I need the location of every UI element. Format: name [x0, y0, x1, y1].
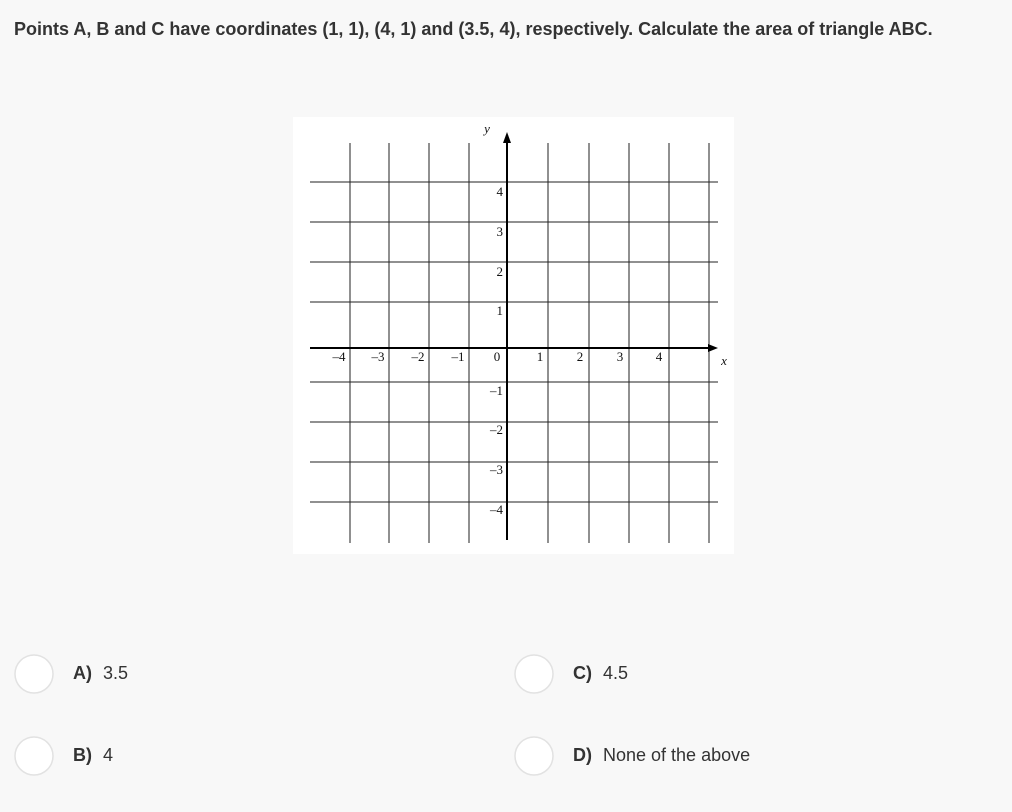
- option-text: 4: [103, 745, 113, 765]
- option-text: None of the above: [603, 745, 750, 765]
- option-text: 4.5: [603, 663, 628, 683]
- radio-button[interactable]: [14, 654, 54, 694]
- option[interactable]: B) 4: [14, 736, 113, 776]
- option-letter: B): [73, 745, 92, 765]
- x-tick-label: –3: [371, 349, 385, 364]
- option-letter: A): [73, 663, 92, 683]
- x-tick-label: 2: [577, 349, 584, 364]
- x-tick-label: 1: [537, 349, 544, 364]
- figure-background: [293, 117, 734, 554]
- origin-label: 0: [494, 349, 501, 364]
- y-axis-label: y: [482, 121, 490, 136]
- x-tick-label: –2: [411, 349, 425, 364]
- radio-button[interactable]: [514, 654, 554, 694]
- y-tick-label: –3: [489, 462, 503, 477]
- y-arrow: [503, 132, 511, 143]
- y-tick-label: 2: [497, 264, 504, 279]
- y-tick-label: –4: [489, 502, 504, 517]
- x-tick-label: 3: [617, 349, 624, 364]
- y-tick-label: –2: [489, 422, 503, 437]
- radio-button[interactable]: [514, 736, 554, 776]
- options: A) 3.5 B) 4 C) 4.5 D) None of the above: [14, 654, 750, 776]
- option-text: 3.5: [103, 663, 128, 683]
- y-tick-label: 3: [497, 224, 504, 239]
- question: Points A, B and C have coordinates (1, 1…: [14, 19, 933, 39]
- option-letter: C): [573, 663, 592, 683]
- x-tick-label: –1: [451, 349, 465, 364]
- x-tick-label: –4: [332, 349, 347, 364]
- y-tick-label: –1: [489, 383, 503, 398]
- option[interactable]: D) None of the above: [514, 736, 750, 776]
- y-tick-label: 1: [497, 303, 504, 318]
- option[interactable]: A) 3.5: [14, 654, 128, 694]
- option-letter: D): [573, 745, 592, 765]
- x-arrow: [708, 344, 718, 352]
- option[interactable]: C) 4.5: [514, 654, 628, 694]
- radio-button[interactable]: [14, 736, 54, 776]
- x-axis-label: x: [720, 353, 727, 368]
- y-tick-label: 4: [497, 184, 504, 199]
- x-tick-label: 4: [656, 349, 663, 364]
- coordinate-grid: x y 0 –4 –3 –2 –1 1 2 3 4 4 3 2 1 –1 –2 –3 –4: [293, 117, 734, 554]
